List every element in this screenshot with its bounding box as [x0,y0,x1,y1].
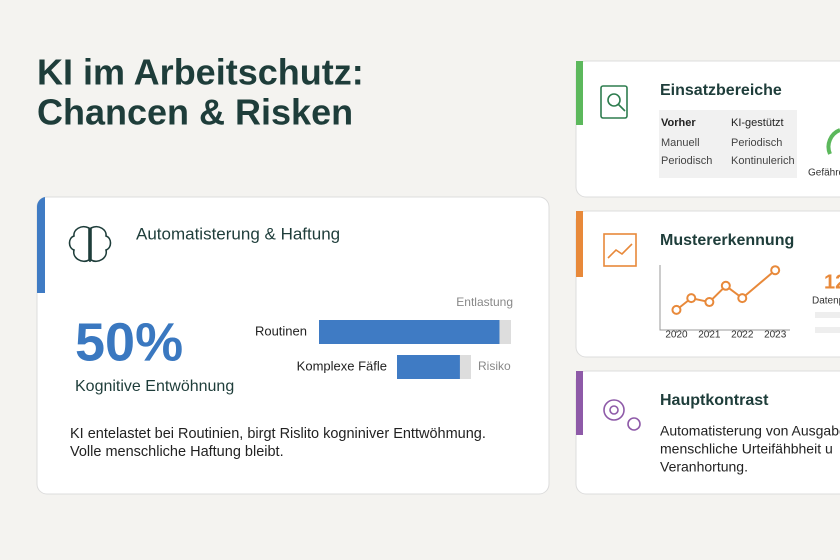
table-cell: Manuell [661,137,700,149]
point [737,293,748,304]
title: Chancen & Risken [37,92,353,133]
accent [576,371,583,435]
title: KI im Arbeitschutz: [37,52,364,93]
bar [319,320,500,344]
paragraph: Volle menschliche Haftung bleibt. [70,444,284,460]
point [686,293,697,304]
stat: 50% [75,312,183,372]
card-title: Einsatzbereiche [660,82,782,99]
gear-icon [603,399,641,431]
bar-label: Routinen [255,323,307,338]
axis [659,265,790,331]
table-header: KI-gestützt [731,117,784,129]
side-value: 12 [824,271,840,293]
x-tick-label: 2020 [665,330,688,341]
point [704,297,715,308]
doc-icon [600,85,628,119]
brain-icon [68,225,112,263]
table-bg [659,110,797,178]
card-heading: Automatisterung & Haftung [136,224,340,243]
table-header: Vorher [661,117,696,129]
placeholder [815,327,840,333]
paragraph: menschliche Urteifähbheit u [660,441,833,457]
x-tick-label: 2023 [764,330,787,341]
scale-label: Entlastung [456,295,513,309]
card [575,210,840,358]
table-cell: Kontinulerich [731,155,795,167]
gauge [826,128,840,155]
point [720,280,731,291]
card-title: Hauptkontrast [660,392,769,409]
card-title: Mustererkennung [660,232,794,249]
bar-label: Komplexe Fäfle [297,358,387,373]
bar [397,355,460,379]
paragraph: Veranhortung. [660,459,748,475]
bar-end-label: Risiko [478,359,511,373]
main-card [36,196,550,495]
paragraph: Automatisterung von Ausgaben [660,423,840,439]
point [770,265,781,276]
chart-icon [603,233,637,267]
table-cell: Periodisch [731,137,782,149]
accent [36,197,45,293]
side-label: Gefährd [808,168,840,179]
paragraph: KI entelastet bei Routinien, birgt Risli… [70,426,486,442]
side-label: Datenp [812,296,840,307]
placeholder [815,312,840,318]
x-tick-label: 2021 [698,330,721,341]
accent [576,61,583,125]
stat-label: Kognitive Entwöhnung [75,378,234,395]
point [671,304,682,315]
accent [576,211,583,277]
x-tick-label: 2022 [731,330,754,341]
table-cell: Periodisch [661,155,712,167]
